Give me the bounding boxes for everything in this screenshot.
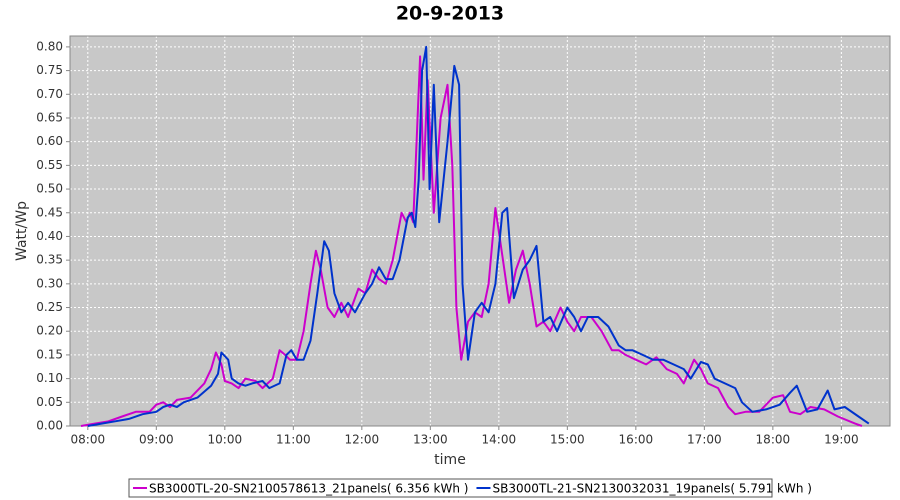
x-tick-label: 14:00 bbox=[482, 433, 517, 447]
y-tick-label: 0.60 bbox=[36, 134, 63, 148]
x-tick-label: 13:00 bbox=[413, 433, 448, 447]
y-tick-label: 0.00 bbox=[36, 419, 63, 433]
y-tick-label: 0.35 bbox=[36, 253, 63, 267]
x-tick-label: 19:00 bbox=[824, 433, 859, 447]
plot-area bbox=[70, 36, 890, 426]
series-line bbox=[80, 55, 863, 427]
plot-border bbox=[69, 35, 891, 427]
legend bbox=[128, 478, 773, 498]
legend-text: SB3000TL-20-SN2100578613_21panels( 6.356… bbox=[149, 482, 468, 496]
x-tick-label: 08:00 bbox=[71, 433, 106, 447]
y-tick-label: 0.20 bbox=[36, 324, 63, 338]
x-tick-label: 11:00 bbox=[276, 433, 311, 447]
chart-title: 20-9-2013 bbox=[396, 3, 504, 25]
x-tick-label: 15:00 bbox=[550, 433, 585, 447]
x-axis-label: time bbox=[434, 452, 466, 468]
y-tick-label: 0.50 bbox=[36, 182, 63, 196]
x-tick-label: 10:00 bbox=[208, 433, 243, 447]
y-tick-label: 0.70 bbox=[36, 87, 63, 101]
y-tick-label: 0.15 bbox=[36, 347, 63, 361]
y-tick-label: 0.55 bbox=[36, 158, 63, 172]
y-tick-label: 0.10 bbox=[36, 371, 63, 385]
y-tick-label: 0.75 bbox=[36, 63, 63, 77]
x-tick-label: 12:00 bbox=[345, 433, 380, 447]
y-tick-label: 0.40 bbox=[36, 229, 63, 243]
y-axis-label: Watt/Wp bbox=[14, 201, 30, 261]
y-tick-label: 0.65 bbox=[36, 110, 63, 124]
x-tick-label: 09:00 bbox=[139, 433, 174, 447]
x-tick-label: 18:00 bbox=[756, 433, 791, 447]
y-tick-label: 0.05 bbox=[36, 395, 63, 409]
y-tick-label: 0.80 bbox=[36, 39, 63, 53]
x-tick-label: 16:00 bbox=[619, 433, 654, 447]
y-tick-label: 0.45 bbox=[36, 205, 63, 219]
x-tick-label: 17:00 bbox=[687, 433, 722, 447]
legend-text: SB3000TL-21-SN2130032031_19panels( 5.791… bbox=[492, 482, 811, 496]
y-tick-label: 0.25 bbox=[36, 300, 63, 314]
y-tick-label: 0.30 bbox=[36, 276, 63, 290]
series-line bbox=[87, 45, 870, 427]
